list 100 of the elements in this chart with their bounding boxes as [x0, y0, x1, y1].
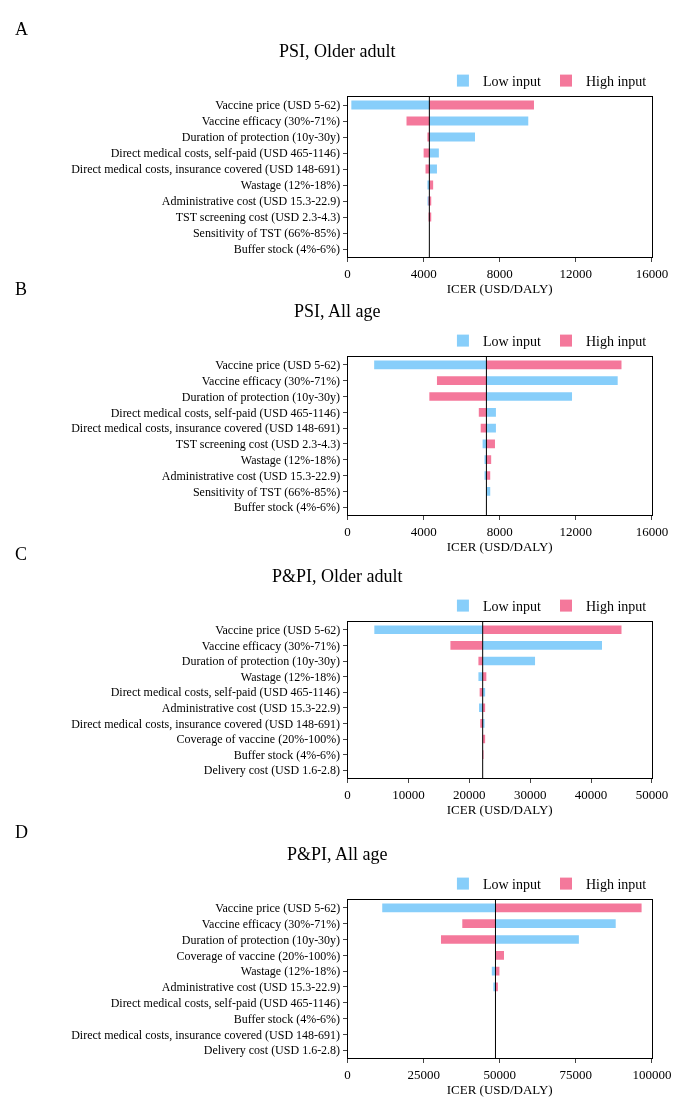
x-axis-title: ICER (USD/DALY) — [446, 280, 553, 296]
x-tick-label: 12000 — [559, 265, 593, 281]
x-tick-label: 12000 — [559, 523, 593, 539]
y-tick-label: Vaccine efficacy (30%-71%) — [201, 373, 341, 388]
y-tick-label: Coverage of vaccine (20%-100%) — [176, 732, 341, 747]
y-tick-label: Delivery cost (USD 1.6-2.8) — [203, 763, 341, 778]
y-tick-label: Buffer stock (4%-6%) — [233, 242, 341, 257]
bar — [495, 919, 616, 929]
y-tick-label: Buffer stock (4%-6%) — [233, 747, 341, 762]
x-tick-label: 100000 — [632, 1066, 672, 1082]
x-tick-label: 20000 — [453, 786, 486, 802]
legend-label: High input — [585, 599, 647, 615]
x-tick-label: 0 — [344, 1066, 351, 1082]
y-tick-label: Vaccine price (USD 5-62) — [215, 623, 341, 637]
y-tick-label: Buffer stock (4%-6%) — [233, 500, 341, 515]
chart-title: PSI, Older adult — [279, 41, 396, 61]
y-tick-label: Wastage (12%-18%) — [240, 452, 341, 467]
x-axis-title: ICER (USD/DALY) — [446, 801, 553, 817]
y-tick-label: Vaccine price (USD 5-62) — [215, 901, 341, 916]
x-tick-label: 75000 — [559, 1066, 593, 1082]
y-tick-label: Direct medical costs, self-paid (USD 465-1146) — [110, 405, 341, 420]
y-tick-label: Direct medical costs, self-paid (USD 465-1146) — [110, 685, 341, 700]
y-tick-label: Vaccine price (USD 5-62) — [215, 358, 341, 373]
y-tick-label: Wastage (12%-18%) — [240, 178, 341, 193]
y-tick-label: Administrative cost (USD 15.3-22.9) — [161, 980, 341, 995]
x-tick-label: 8000 — [486, 265, 513, 281]
y-tick-label: Direct medical costs, self-paid (USD 465-1146) — [110, 146, 341, 161]
text: D — [15, 822, 28, 842]
y-tick-label: Vaccine price (USD 5-62) — [215, 98, 341, 113]
y-tick-label: Direct medical costs, insurance covered (USD 148-691) — [71, 162, 341, 177]
bar — [478, 407, 487, 417]
chart-title: P&PI, All age — [287, 844, 388, 864]
x-tick-label: 0 — [344, 786, 351, 802]
legend-label: Low input — [482, 877, 541, 893]
bar — [495, 935, 579, 944]
y-tick-label: Delivery cost (USD 1.6-2.8) — [203, 1043, 341, 1058]
y-tick-label: TST screening cost (USD 2.3-4.3) — [175, 437, 341, 452]
x-axis-title: ICER (USD/DALY) — [446, 538, 553, 554]
y-tick-label: Sensitivity of TST (66%-85%) — [192, 484, 341, 499]
x-tick-label: 0 — [344, 523, 351, 539]
x-tick-label: 8000 — [486, 523, 513, 539]
bar — [486, 407, 496, 417]
bar — [429, 392, 487, 401]
legend-label: Low input — [482, 74, 541, 90]
y-tick-label: Direct medical costs, insurance covered (USD 148-691) — [71, 1027, 341, 1042]
bar — [482, 625, 622, 635]
text: C — [15, 544, 28, 564]
chart-title: P&PI, Older adult — [272, 566, 403, 586]
x-tick-label: 16000 — [635, 523, 669, 539]
x-tick-label: 16000 — [635, 265, 669, 281]
y-tick-label: Duration of protection (10y-30y) — [181, 654, 341, 669]
bar — [486, 376, 618, 386]
y-tick-label: Administrative cost (USD 15.3-22.9) — [161, 468, 341, 483]
y-tick-label: Vaccine efficacy (30%-71%) — [201, 638, 341, 653]
text: A — [15, 19, 28, 39]
x-tick-label: 10000 — [392, 786, 425, 802]
bar — [429, 132, 476, 142]
y-tick-label: Direct medical costs, insurance covered (USD 148-691) — [71, 421, 341, 436]
x-tick-label: 4000 — [410, 523, 437, 539]
bar — [374, 360, 487, 370]
x-tick-label: 40000 — [574, 786, 608, 802]
y-tick-label: Vaccine efficacy (30%-71%) — [201, 114, 341, 129]
bar — [495, 903, 642, 913]
bar — [450, 641, 483, 650]
y-tick-label: Buffer stock (4%-6%) — [233, 1011, 341, 1026]
legend-label: Low input — [482, 599, 541, 615]
bar — [486, 360, 622, 370]
y-tick-label: TST screening cost (USD 2.3-4.3) — [175, 210, 341, 225]
text: B — [15, 279, 28, 299]
legend-label: High input — [585, 74, 647, 90]
bar — [382, 903, 496, 913]
y-tick-label: Direct medical costs, insurance covered (USD 148-691) — [71, 716, 341, 731]
y-tick-label: Direct medical costs, self-paid (USD 465-1146) — [110, 995, 341, 1010]
y-tick-label: Vaccine efficacy (30%-71%) — [201, 916, 341, 931]
bar — [429, 116, 529, 126]
y-tick-label: Sensitivity of TST (66%-85%) — [192, 226, 341, 241]
y-tick-label: Wastage (12%-18%) — [240, 964, 341, 979]
x-tick-label: 25000 — [407, 1066, 440, 1082]
y-tick-label: Duration of protection (10y-30y) — [181, 389, 341, 404]
bar — [482, 641, 603, 650]
legend-label: High input — [585, 877, 647, 893]
x-tick-label: 0 — [344, 265, 351, 281]
bar — [429, 100, 534, 110]
y-tick-label: Duration of protection (10y-30y) — [181, 130, 341, 145]
x-tick-label: 30000 — [513, 786, 547, 802]
y-tick-label: Coverage of vaccine (20%-100%) — [176, 948, 341, 963]
y-tick-label: Duration of protection (10y-30y) — [181, 932, 341, 947]
bar — [351, 100, 430, 110]
bar — [482, 656, 536, 666]
bar — [374, 625, 483, 635]
y-tick-label: Administrative cost (USD 15.3-22.9) — [161, 701, 341, 715]
legend-label: High input — [585, 334, 647, 350]
bar — [440, 935, 496, 944]
y-tick-label: Wastage (12%-18%) — [240, 669, 341, 684]
x-axis-title: ICER (USD/DALY) — [446, 1081, 553, 1097]
bar — [486, 392, 573, 401]
x-tick-label: 50000 — [635, 786, 669, 802]
x-tick-label: 50000 — [483, 1066, 516, 1082]
chart-title: PSI, All age — [294, 301, 381, 321]
bar — [462, 919, 496, 929]
